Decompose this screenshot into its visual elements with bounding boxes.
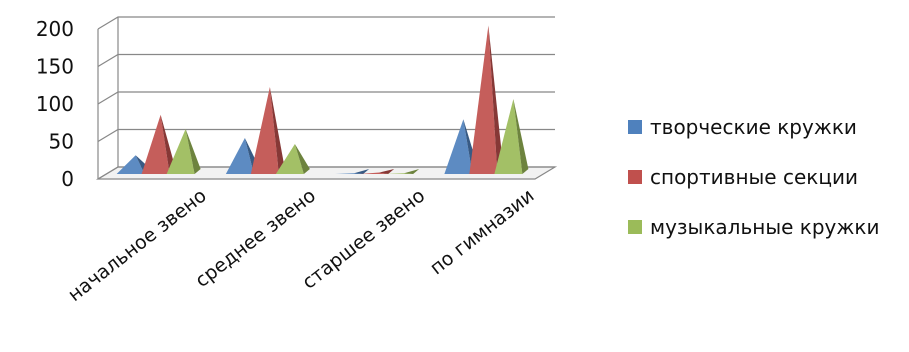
bar xyxy=(141,114,176,174)
legend-label: спортивные секции xyxy=(650,165,858,189)
y-tick-label: 0 xyxy=(61,167,74,191)
y-axis-ticks: 0 50 100 150 200 xyxy=(36,17,74,191)
gridline xyxy=(97,16,555,30)
y-tick-label: 150 xyxy=(36,55,74,79)
bar xyxy=(360,169,395,174)
y-tick-label: 200 xyxy=(36,17,74,41)
bar xyxy=(166,129,201,174)
legend-label: музыкальные кружки xyxy=(650,215,880,239)
bar xyxy=(275,144,310,174)
legend-swatch xyxy=(628,220,642,234)
legend-item: творческие кружки xyxy=(628,115,857,139)
legend-label: творческие кружки xyxy=(650,115,857,139)
chart-walls xyxy=(95,16,558,180)
bar xyxy=(385,169,420,174)
bar xyxy=(250,87,285,174)
y-tick-label: 50 xyxy=(49,130,74,154)
legend-swatch xyxy=(628,170,642,184)
category-label: по гимназии xyxy=(426,185,539,280)
bar xyxy=(335,169,370,174)
legend-swatch xyxy=(628,120,642,134)
category-label: начальное звено xyxy=(64,185,211,306)
chart-bars xyxy=(116,25,529,174)
legend-item: спортивные секции xyxy=(628,165,858,189)
bar xyxy=(469,25,504,174)
legend: творческие кружки спортивные секции музыка… xyxy=(628,115,880,239)
bar xyxy=(494,99,529,174)
legend-item: музыкальные кружки xyxy=(628,215,880,239)
y-tick-label: 100 xyxy=(36,92,74,116)
